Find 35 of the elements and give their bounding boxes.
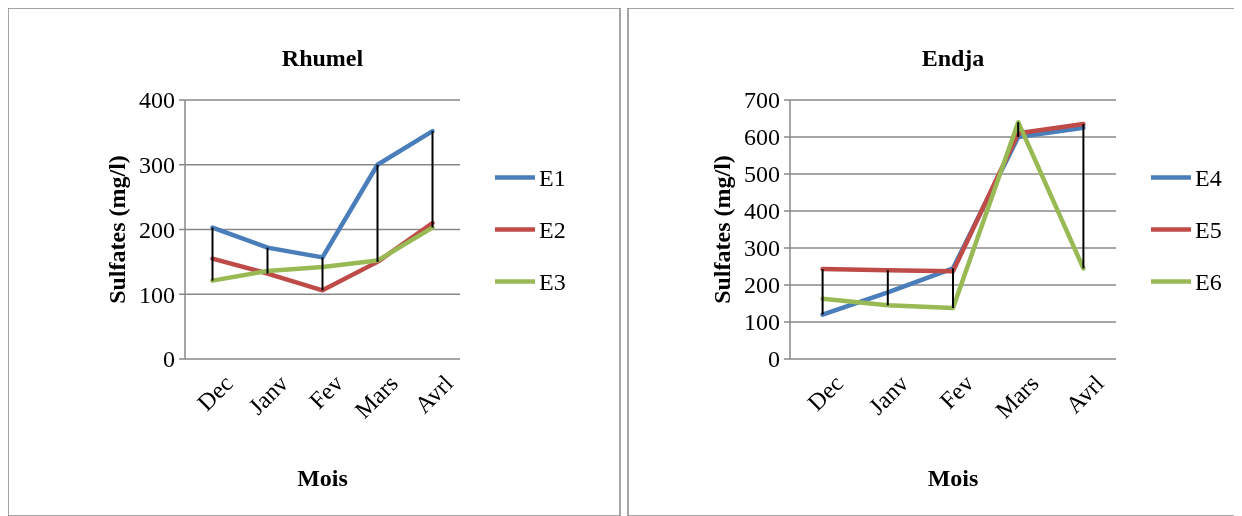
- x-tick-label: Fev: [304, 370, 348, 414]
- legend-label: E3: [539, 268, 566, 295]
- legend-label: E2: [539, 216, 566, 243]
- x-tick-label: Avrl: [409, 369, 459, 419]
- x-axis-title: Mois: [297, 465, 348, 491]
- y-tick-label: 400: [744, 198, 780, 225]
- line-series: [210, 225, 435, 283]
- y-tick-label: 0: [768, 346, 780, 373]
- legend-label: E5: [1195, 216, 1222, 243]
- y-tick-label: 400: [139, 87, 175, 114]
- y-axis-title: Sulfates (mg/l): [709, 155, 735, 304]
- legend-label: E6: [1195, 268, 1222, 295]
- legend-label: E1: [539, 164, 566, 191]
- chart-title: Rhumel: [281, 45, 364, 71]
- x-tick-label: Dec: [802, 370, 849, 416]
- x-tick-label: Janv: [243, 370, 293, 420]
- chart-title: Endja: [921, 45, 985, 71]
- y-tick-label: 500: [744, 161, 780, 188]
- y-tick-label: 300: [139, 152, 175, 179]
- y-tick-label: 700: [744, 87, 780, 114]
- y-tick-label: 100: [139, 281, 175, 308]
- x-tick-label: Fev: [934, 370, 979, 414]
- x-tick-label: Dec: [192, 370, 238, 416]
- y-tick-label: 300: [744, 235, 780, 262]
- x-tick-label: Avrl: [1060, 369, 1110, 419]
- y-tick-label: 100: [744, 309, 780, 336]
- y-tick-label: 200: [744, 272, 780, 299]
- x-axis-title: Mois: [927, 465, 979, 491]
- y-axis-title: Sulfates (mg/l): [104, 155, 130, 304]
- line-series: [210, 128, 435, 260]
- legend-label: E4: [1195, 164, 1222, 191]
- y-tick-label: 600: [744, 124, 780, 151]
- y-tick-label: 0: [163, 346, 175, 373]
- y-tick-label: 200: [139, 216, 175, 243]
- x-tick-label: Janv: [863, 370, 914, 420]
